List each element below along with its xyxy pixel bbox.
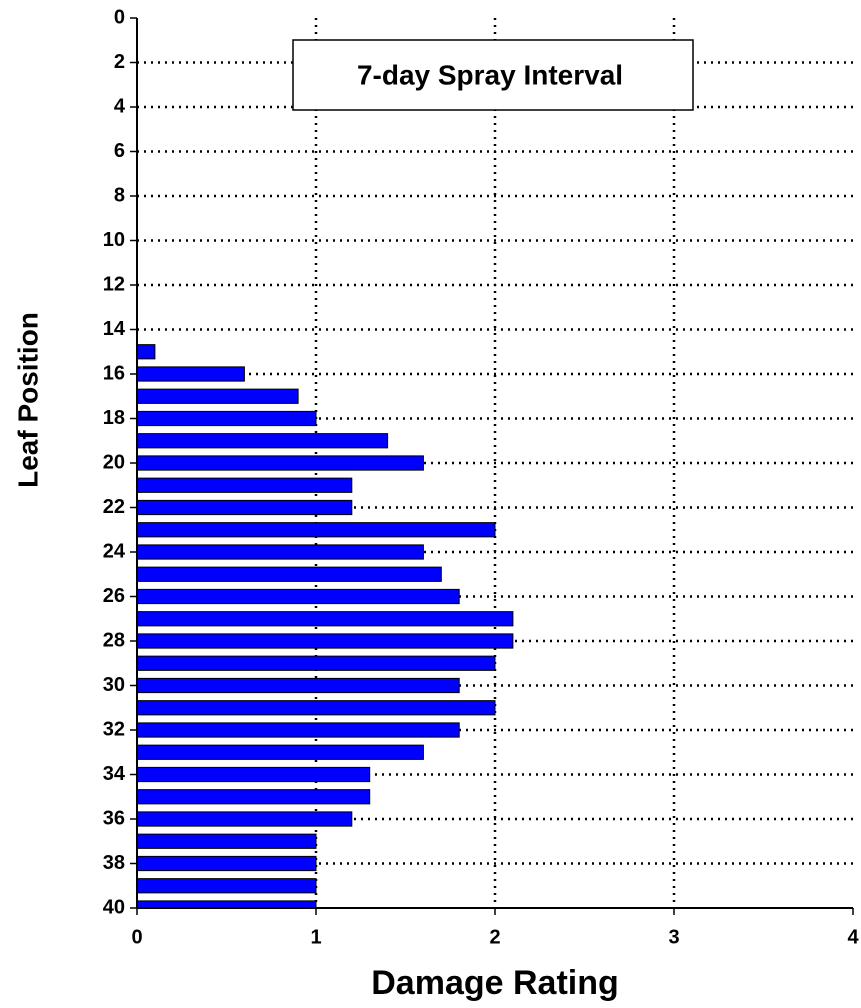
bar — [137, 566, 442, 582]
bar — [137, 655, 496, 671]
y-tick-label: 30 — [103, 674, 125, 696]
bar — [137, 544, 424, 560]
bar — [137, 677, 460, 694]
bar — [137, 499, 353, 516]
y-tick-label: 0 — [114, 6, 125, 28]
y-tick-label: 28 — [103, 629, 125, 651]
bar — [137, 789, 371, 805]
y-tick-label: 16 — [103, 362, 125, 384]
annotation-box — [292, 39, 694, 111]
y-axis-label: Leaf Position — [12, 312, 43, 488]
y-tick-label: 4 — [114, 95, 126, 117]
y-tick-label: 36 — [103, 807, 125, 829]
bar — [137, 344, 156, 360]
bar — [137, 366, 245, 382]
y-tick-label: 18 — [103, 407, 125, 429]
x-tick-label: 1 — [310, 926, 321, 948]
y-tick-label: 20 — [103, 451, 125, 473]
bar — [137, 388, 299, 404]
bar — [137, 611, 514, 627]
x-tick-label: 3 — [668, 926, 679, 948]
bar — [137, 766, 371, 783]
bar — [137, 811, 353, 827]
bar — [137, 878, 317, 894]
y-tick-label: 34 — [103, 763, 126, 785]
bar — [137, 410, 317, 427]
y-tick-label: 24 — [103, 540, 126, 562]
bar — [137, 833, 317, 849]
y-tick-label: 32 — [103, 718, 125, 740]
x-tick-label: 4 — [847, 926, 859, 948]
bar — [137, 522, 496, 538]
bar — [137, 455, 424, 471]
y-tick-label: 6 — [114, 140, 125, 162]
y-tick-label: 14 — [103, 318, 126, 340]
x-tick-label: 0 — [131, 926, 142, 948]
bar — [137, 744, 424, 760]
bar — [137, 855, 317, 872]
bar — [137, 700, 496, 716]
y-tick-label: 22 — [103, 496, 125, 518]
y-tick-label: 10 — [103, 229, 125, 251]
x-tick-label: 2 — [489, 926, 500, 948]
bar — [137, 900, 317, 908]
y-tick-label: 12 — [103, 273, 125, 295]
y-tick-label: 8 — [114, 184, 125, 206]
annotation: 7-day Spray Interval — [357, 59, 623, 90]
bar — [137, 588, 460, 605]
y-tick-label: 40 — [103, 896, 125, 918]
y-tick-label: 2 — [114, 51, 125, 73]
bar — [137, 722, 460, 738]
bar — [137, 633, 514, 649]
y-tick-label: 26 — [103, 585, 125, 607]
x-axis-label: Damage Rating — [371, 964, 619, 1002]
bar — [137, 433, 389, 449]
y-tick-label: 38 — [103, 852, 125, 874]
bar — [137, 477, 353, 493]
